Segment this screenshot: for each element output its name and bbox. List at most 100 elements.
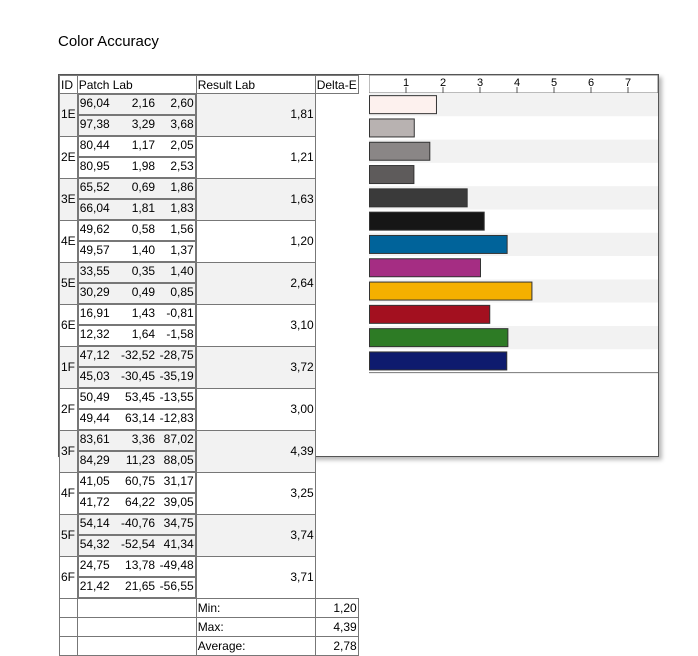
result-lab-value: -35,19	[159, 369, 194, 383]
result-lab-value: 84,29	[79, 453, 110, 467]
tick-label: 5	[551, 77, 557, 89]
bar-3F	[369, 281, 533, 301]
patch-lab-value: 33,55	[79, 264, 110, 278]
patch-lab-cell: 80,44 1,17 2,05	[77, 136, 196, 157]
page-title: Color Accuracy	[58, 33, 159, 50]
result-lab-value: 49,57	[79, 243, 110, 257]
patch-id: 6E	[59, 303, 78, 347]
tick-label: 4	[514, 77, 520, 89]
patch-lab-cell: 83,61 3,36 87,02	[77, 430, 196, 451]
color-accuracy-panel: ID Patch Lab Result Lab Delta-E 1E 96,04 2…	[58, 74, 659, 656]
summary-label: Min:	[195, 598, 316, 618]
result-lab-value: 88,05	[163, 453, 194, 467]
chart-row-band	[369, 116, 658, 140]
result-lab-cell: 21,42 21,65 -56,55	[77, 577, 196, 598]
delta-e-value: 3,71	[195, 555, 316, 599]
summary-empty-cell	[76, 598, 197, 618]
bar-5E	[369, 188, 468, 208]
result-lab-value: 1,83	[170, 201, 194, 215]
result-lab-value: 1,64	[131, 327, 156, 341]
result-lab-value: 11,23	[125, 453, 156, 467]
result-lab-value: 66,04	[79, 201, 110, 215]
patch-lab-cell: 47,12 -32,52 -28,75	[77, 346, 196, 367]
patch-lab-value: 1,40	[170, 264, 194, 278]
delta-e-value: 4,39	[195, 429, 316, 473]
patch-lab-cell: 49,62 0,58 1,56	[77, 220, 196, 241]
delta-e-value: 3,74	[195, 513, 316, 557]
patch-lab-value: 0,35	[131, 264, 156, 278]
delta-e-value: 3,00	[195, 387, 316, 431]
patch-id: 1E	[59, 93, 78, 137]
bar-1F	[369, 234, 508, 254]
result-lab-value: 64,22	[125, 495, 156, 509]
patch-lab-value: -49,48	[159, 558, 194, 572]
patch-id: 3E	[59, 177, 78, 221]
tick-label: 6	[588, 77, 594, 89]
patch-lab-cell: 41,05 60,75 31,17	[77, 472, 196, 493]
header-delta-e: Delta-E	[314, 75, 359, 94]
delta-e-value: 1,63	[195, 177, 316, 221]
patch-lab-cell: 24,75 13,78 -49,48	[77, 556, 196, 577]
patch-lab-value: 60,75	[125, 474, 156, 488]
patch-lab-cell: 65,52 0,69 1,86	[77, 178, 196, 199]
summary-empty-cell	[59, 636, 78, 656]
result-lab-value: 1,40	[131, 243, 156, 257]
patch-lab-cell: 33,55 0,35 1,40	[77, 262, 196, 283]
summary-value: 2,78	[314, 636, 359, 656]
patch-lab-value: 65,52	[79, 180, 110, 194]
bar-1E	[369, 95, 437, 115]
result-lab-value: 0,85	[170, 285, 194, 299]
result-lab-value: 2,53	[170, 159, 194, 173]
result-lab-cell: 12,32 1,64 -1,58	[77, 325, 196, 346]
bar-6F	[369, 351, 508, 371]
summary-row: Min: 1,20	[59, 598, 359, 618]
result-lab-value: 21,42	[79, 579, 110, 593]
result-lab-value: 63,14	[125, 411, 156, 425]
table-row: 3F 83,61 3,36 87,02 84,29 11,23 88,05 4,39	[59, 429, 359, 473]
patch-lab-value: 49,62	[79, 222, 110, 236]
patch-lab-value: 16,91	[79, 306, 110, 320]
patch-lab-value: 24,75	[79, 558, 110, 572]
summary-empty-cell	[59, 617, 78, 637]
bar-4F	[369, 304, 491, 324]
patch-lab-value: 47,12	[79, 348, 110, 362]
chart-row-band	[369, 162, 658, 187]
result-lab-value: 54,32	[79, 537, 110, 551]
lab-table: ID Patch Lab Result Lab Delta-E 1E 96,04 2…	[59, 75, 359, 656]
chart-row-band	[369, 93, 658, 117]
bar-2E	[369, 118, 415, 138]
result-lab-cell: 30,29 0,49 0,85	[77, 283, 196, 304]
summary-row: Average: 2,78	[59, 636, 359, 656]
summary-empty-cell	[76, 636, 197, 656]
patch-lab-value: 13,78	[125, 558, 156, 572]
bar-3E	[369, 141, 431, 161]
result-lab-value: 21,65	[125, 579, 156, 593]
result-lab-value: 1,98	[131, 159, 156, 173]
patch-lab-value: 87,02	[163, 432, 194, 446]
summary-label: Max:	[195, 617, 316, 637]
table-row: 5F 54,14 -40,76 34,75 54,32 -52,54 41,34 3,74	[59, 513, 359, 557]
patch-lab-cell: 50,49 53,45 -13,55	[77, 388, 196, 409]
table-row: 4F 41,05 60,75 31,17 41,72 64,22 39,05 3,25	[59, 471, 359, 515]
result-lab-value: 0,49	[131, 285, 156, 299]
chart-row-band	[369, 139, 658, 163]
delta-e-value: 3,10	[195, 303, 316, 347]
patch-lab-value: 50,49	[79, 390, 110, 404]
result-lab-cell: 41,72 64,22 39,05	[77, 493, 196, 514]
tick-label: 7	[625, 77, 631, 89]
delta-e-value: 2,64	[195, 261, 316, 305]
delta-e-bar-chart: 1 2 3 4 5 6 7	[369, 75, 658, 374]
patch-lab-value: 0,69	[131, 180, 156, 194]
result-lab-value: -30,45	[121, 369, 156, 383]
patch-lab-value: 0,58	[131, 222, 156, 236]
summary-empty-cell	[76, 617, 197, 637]
result-lab-value: 12,32	[79, 327, 110, 341]
result-lab-value: 41,72	[79, 495, 110, 509]
header-result-lab: Result Lab	[195, 75, 316, 94]
patch-id: 1F	[59, 345, 78, 389]
patch-id: 4F	[59, 471, 78, 515]
patch-lab-value: 1,86	[170, 180, 194, 194]
result-lab-value: 39,05	[163, 495, 194, 509]
table-row: 6E 16,91 1,43 -0,81 12,32 1,64 -1,58 3,10	[59, 303, 359, 347]
patch-lab-value: -32,52	[121, 348, 156, 362]
